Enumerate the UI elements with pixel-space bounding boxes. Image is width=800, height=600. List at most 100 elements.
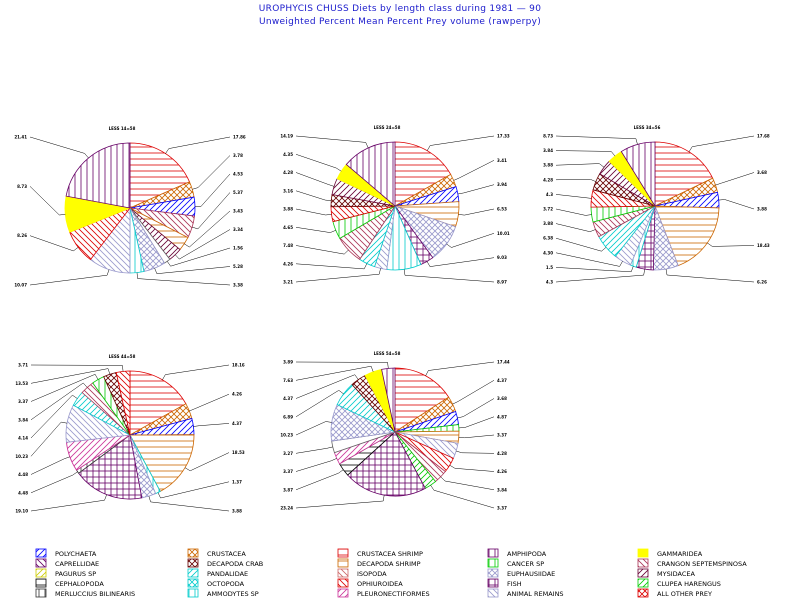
pie-length-class-label: LESS 54=58 [374,351,401,356]
pie-leader-line [555,269,645,283]
pie-slice-label: 4.37 [232,421,242,426]
pie-leader-line [295,245,349,255]
pie-leader-line [426,135,495,151]
pie-length-class-label: LESS 24=58 [374,125,401,130]
legend-swatch-ophiuroidea [337,578,349,588]
legend-swatch-decapoda-shrimp [337,558,349,568]
legend-label: CEPHALOPODA [55,580,104,588]
pie-leader-line [555,208,592,216]
pie-slice-fish [78,434,143,500]
pie-slice-label: 13.53 [15,381,28,386]
pie-leader-line [430,485,495,509]
pie-slice-label: 3.88 [543,163,553,168]
pie-leader-line [162,364,230,380]
pie-leader-line [718,199,755,210]
pie-slice-label: 4.3 [546,280,553,285]
legend-swatch-cancer-sp [487,558,499,568]
pie-slice-label: 3.21 [283,280,293,285]
pie-slice-label: 14.19 [280,134,293,139]
pie-leader-line [555,266,634,273]
pie-leader-line [555,223,596,232]
chart-title: UROPHYCIS CHUSS Diets by length class du… [258,4,542,14]
pie-slice-label: 6.89 [283,414,293,419]
pie-slice-label: 23.24 [280,506,293,511]
pie-leader-line [295,263,368,270]
legend-label: GAMMARIDEA [657,550,703,558]
pie-slice-label: 4.28 [283,170,293,175]
pie-slice-fish [347,431,426,497]
pie-leader-line [456,450,495,454]
pie-slice-amphipoda [620,141,656,208]
pie-slice-label: 21.41 [14,135,27,140]
legend-swatch-cephalopoda [35,578,47,588]
pie-slice-label: 3.94 [497,182,507,187]
pie-leader-line [555,179,596,182]
pie-slice-label: 8.97 [497,280,507,285]
legend-swatch-all-other-prey [637,588,649,598]
pie-slice-label: 7.63 [283,378,293,383]
pie-slice-label: 1.37 [232,479,242,484]
pie-leader-line [403,269,495,283]
pie-leader-line [295,227,336,233]
legend-label: ANIMAL REMAINS [507,590,564,598]
pie-chart-3: LESS 34=56 17.68 3.68 3.88 18.43 6.26 8.73 3.84… [543,125,770,285]
legend-label: CRANGON SEPTEMSPINOSA [657,560,747,568]
pie-slice-label: 3.27 [283,451,293,456]
pie-slice-crustacea-shrimp [654,141,714,207]
legend-label: MERLUCCIUS BILINEARIS [55,590,135,598]
legend-label: DECAPODA CRAB [207,560,263,568]
legend-label: CLUPEA HARENGUS [657,580,721,588]
pie-chart-1: LESS 14=58 17.86 3.78 4.53 5.37 3.43 3.34 1.56 5… [14,126,246,288]
pie-leader-line [30,368,111,384]
pie-slice-label: 4.48 [18,490,28,495]
pie-slice-label: 4.26 [283,261,293,266]
pie-leader-line [295,172,335,187]
pie-slice-label: 7.48 [283,243,293,248]
legend-label: CRUSTACEA [207,550,246,558]
pie-leader-line [30,364,124,372]
pie-leader-line [30,456,70,475]
legend-swatch-polychaeta [35,548,47,558]
legend-swatch-crustacea-shrimp [337,548,349,558]
pie-leader-line [555,135,638,145]
legend-swatch-clupea-harengus [637,578,649,588]
pie-slice-label: 8.26 [17,233,27,238]
pie-slice-label: 8.73 [543,134,553,139]
pie-slice-label: 18.53 [232,450,245,455]
pie-slice-label: 19.10 [15,509,28,514]
pie-leader-line [555,252,623,267]
pie-slice-label: 17.86 [233,135,246,140]
legend-label: PAGURUS SP [55,570,96,578]
pie-slice-label: 10.07 [14,283,27,288]
pie-leader-line [688,135,755,152]
legend-label: ALL OTHER PREY [657,590,712,598]
pie-slice-label: 1.56 [233,246,243,251]
pie-leader-line [136,272,231,286]
pie-slice-label: 4.30 [543,250,553,255]
pie-slice-label: 18.43 [757,243,770,248]
pie-leader-line [425,361,495,376]
pie-slice-label: 3.37 [497,506,507,511]
pie-slice-label: 3.68 [757,170,767,175]
pie-leader-line [715,172,755,186]
pie-leader-line [453,160,495,181]
pie-slice-label: 3.37 [497,433,507,438]
pie-leader-line [457,398,495,419]
pie-leader-line [295,495,385,509]
pie-leader-line [446,233,495,248]
pie-length-class-label: LESS 44=58 [109,354,136,359]
pie-leader-line [295,361,389,369]
pie-leader-line [166,247,231,267]
pie-slice-label: 3.68 [497,396,507,401]
pie-leader-line [295,389,344,418]
pie-leader-line [29,235,79,252]
pie-leader-line [184,210,231,248]
legend-swatch-octopoda [187,578,199,588]
pie-leader-line [295,135,369,149]
pie-leader-line [665,268,755,283]
pie-leader-line [295,268,381,283]
pie-leader-line [458,434,495,439]
pie-slice-label: 3.16 [283,188,293,193]
pie-slice-label: 8.73 [17,184,27,189]
pie-leader-line [440,476,495,491]
